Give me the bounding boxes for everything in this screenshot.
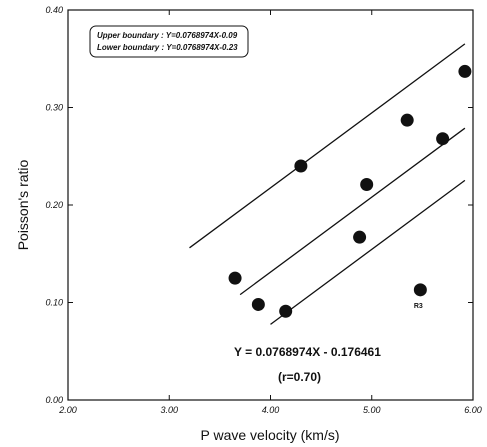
boundary-lines (189, 43, 466, 325)
data-points: R3 (228, 64, 472, 318)
y-tick-label: 0.40 (45, 5, 63, 15)
legend-lower: Lower boundary : Y=0.0768974X-0.23 (97, 43, 238, 52)
legend-box (89, 25, 249, 58)
y-tick-label: 0.10 (45, 298, 63, 308)
x-axis-title: P wave velocity (km/s) (201, 427, 340, 443)
x-tick-label: 4.00 (262, 405, 280, 415)
axis-ticks: 2.00 3.00 4.00 5.00 6.00 0.00 0.10 0.20 0.30 0.40 (45, 5, 481, 415)
data-point (436, 132, 450, 146)
x-tick-label: 6.00 (464, 405, 482, 415)
data-point (458, 64, 472, 78)
data-point (251, 297, 265, 311)
y-tick-label: 0.30 (45, 103, 63, 113)
legend-upper: Upper boundary : Y=0.0768974X-0.09 (97, 31, 238, 40)
lower-line (270, 179, 466, 325)
correlation-value: (r=0.70) (278, 370, 321, 384)
y-tick-label: 0.20 (45, 200, 63, 210)
x-tick-label: 5.00 (363, 405, 381, 415)
x-tick-label: 3.00 (160, 405, 178, 415)
data-point (413, 283, 427, 297)
data-point (294, 159, 308, 173)
data-point (353, 230, 367, 244)
data-point (279, 304, 293, 318)
regression-line (239, 127, 466, 296)
data-point (360, 178, 374, 192)
point-label: R3 (414, 303, 423, 310)
plot-frame (67, 9, 474, 401)
data-point (228, 271, 242, 285)
upper-line (189, 43, 466, 249)
regression-equation: Y = 0.0768974X - 0.176461 (234, 345, 381, 359)
y-axis-title: Poisson's ratio (15, 159, 31, 250)
y-tick-label: 0.00 (45, 395, 63, 405)
data-point (400, 113, 414, 127)
x-tick-label: 2.00 (58, 405, 77, 415)
